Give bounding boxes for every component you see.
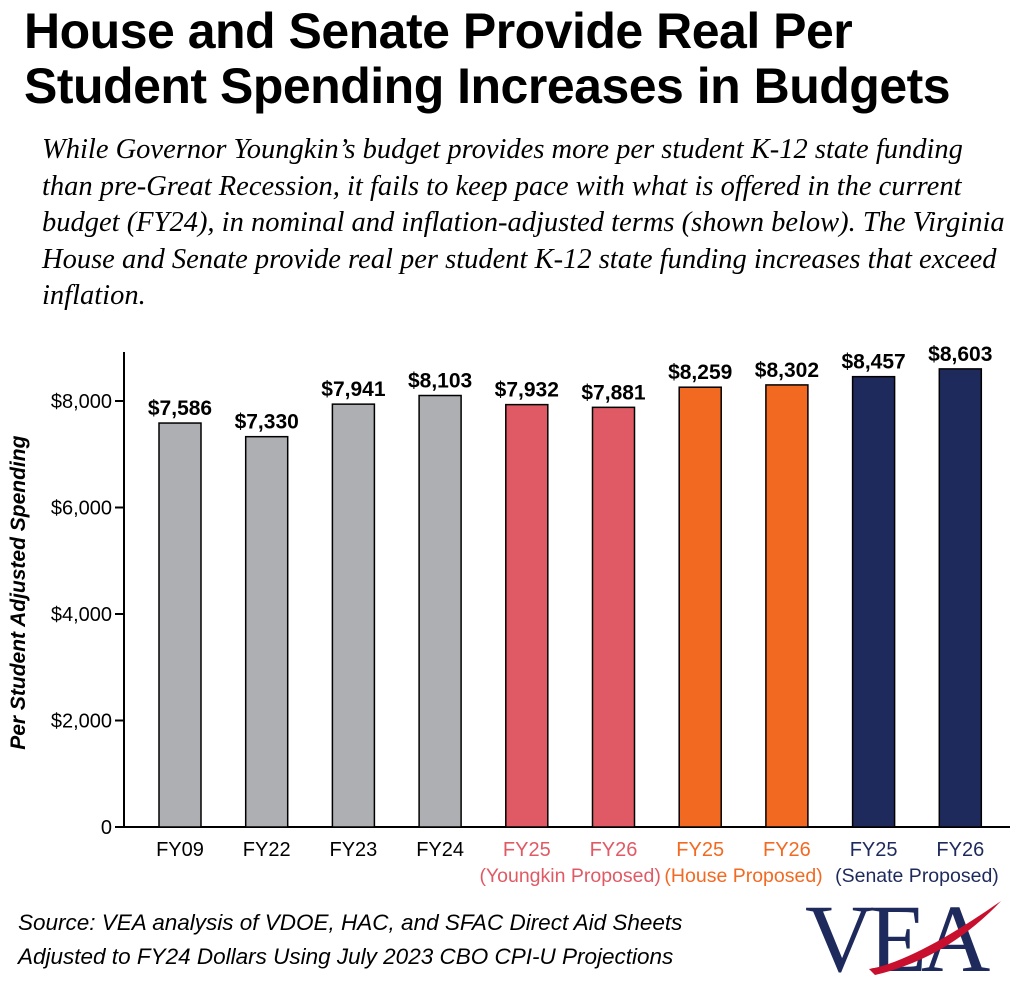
x-tick-label: FY25 — [676, 839, 724, 861]
bar — [244, 435, 289, 828]
source-line-1: Source: VEA analysis of VDOE, HAC, and S… — [18, 910, 683, 935]
y-tick-label: $8,000 — [51, 391, 112, 413]
chart-title-line-1: House and Senate Provide Real Per — [24, 3, 853, 59]
bar — [938, 368, 983, 828]
bar-value-label: $8,302 — [755, 359, 819, 382]
bar-value-label: $7,881 — [581, 381, 646, 404]
bar-chart-svg: Per Student Adjusted Spending 0 $2,000 $4,0… — [7, 343, 1010, 887]
source-line-2: Adjusted to FY24 Dollars Using July 2023… — [18, 944, 674, 969]
bar-value-label: $7,330 — [235, 411, 299, 434]
bar-value-label: $7,586 — [148, 397, 212, 420]
x-tick-label: FY23 — [329, 839, 377, 861]
x-tick-label: FY09 — [156, 839, 204, 861]
bar — [678, 386, 722, 828]
y-axis-label: Per Student Adjusted Spending — [7, 435, 30, 749]
chart-subtitle: While Governor Youngkin’s budget provide… — [42, 134, 1005, 311]
bar — [765, 384, 809, 828]
x-tick-label: FY26 — [936, 839, 984, 861]
bar-value-label: $8,259 — [668, 361, 732, 384]
vea-logo: VEA — [805, 893, 1001, 981]
bar — [505, 403, 549, 828]
bar-value-label: $8,603 — [928, 343, 992, 366]
x-tick-label: FY26 — [763, 839, 811, 861]
group-label: (Youngkin Proposed) — [479, 865, 660, 887]
source-note: Source: VEA analysis of VDOE, HAC, and S… — [18, 906, 808, 974]
bar-value-label: $7,932 — [495, 379, 559, 402]
x-tick-label: FY25 — [850, 839, 898, 861]
y-tick-label: $6,000 — [51, 498, 112, 520]
bar — [418, 394, 462, 828]
group-label: (House Proposed) — [664, 865, 822, 887]
y-tick-label: 0 — [101, 817, 112, 839]
bar — [158, 422, 202, 828]
y-tick-label: $4,000 — [51, 604, 112, 626]
x-tick-label: FY26 — [590, 839, 638, 861]
bar-value-label: $8,457 — [841, 351, 905, 374]
bar — [331, 403, 376, 828]
chart-title-line-2: Student Spending Increases in Budgets — [24, 58, 951, 114]
bar-value-label: $7,941 — [321, 378, 386, 401]
x-tick-label: FY22 — [243, 839, 291, 861]
bar-value-label: $8,103 — [408, 370, 472, 393]
group-label: (Senate Proposed) — [835, 865, 999, 887]
x-tick-label: FY24 — [416, 839, 464, 861]
bar — [851, 375, 896, 828]
bar-chart: Per Student Adjusted Spending 0 $2,000 $4,0… — [0, 330, 1024, 900]
vea-logo-swoosh — [869, 901, 1001, 975]
bar — [591, 406, 636, 828]
chart-title: House and Senate Provide Real Per Studen… — [24, 4, 1014, 114]
x-tick-label: FY25 — [503, 839, 551, 861]
y-tick-label: $2,000 — [51, 711, 112, 733]
